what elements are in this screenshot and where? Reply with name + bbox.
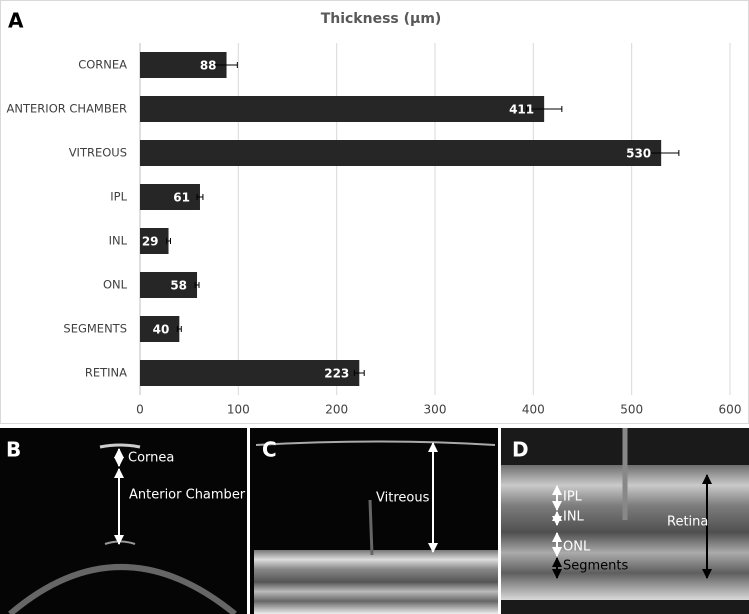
bar bbox=[140, 228, 169, 254]
value-label: 61 bbox=[173, 191, 190, 205]
x-tick-label: 500 bbox=[620, 403, 643, 417]
value-label: 29 bbox=[142, 235, 159, 249]
plot: 0 100 200 300 400 500 600 CORNEA 88 ANTERIOR CHAM… bbox=[7, 43, 742, 417]
annotation: Anterior Chamber bbox=[129, 488, 246, 503]
annotation: Segments bbox=[563, 559, 629, 574]
bar bbox=[140, 52, 227, 78]
panel-label: A bbox=[8, 9, 24, 33]
y-tick-label: VITREOUS bbox=[69, 146, 127, 160]
x-tick-label: 0 bbox=[136, 403, 144, 417]
chart-frame bbox=[0, 0, 749, 424]
value-label: 530 bbox=[626, 147, 651, 161]
x-tick-label: 400 bbox=[522, 403, 545, 417]
y-tick-label: IPL bbox=[110, 190, 127, 204]
error-bar bbox=[642, 150, 680, 156]
panel-label: D bbox=[512, 438, 529, 462]
annotation: Retina bbox=[667, 515, 708, 530]
bar bbox=[140, 140, 662, 166]
annotation: Vitreous bbox=[376, 491, 430, 506]
bar bbox=[140, 272, 198, 298]
value-label: 88 bbox=[200, 59, 217, 73]
x-tick-label: 200 bbox=[325, 403, 348, 417]
bar bbox=[140, 184, 200, 210]
y-tick-label: INL bbox=[109, 234, 128, 248]
annotation: IPL bbox=[563, 490, 583, 505]
error-bar bbox=[176, 326, 182, 332]
error-bar bbox=[196, 194, 204, 200]
annotation: ONL bbox=[563, 540, 591, 555]
value-label: 58 bbox=[170, 279, 187, 293]
error-bar bbox=[166, 238, 171, 244]
error-bar bbox=[525, 106, 563, 112]
value-label: 223 bbox=[324, 367, 349, 381]
y-tick-label: SEGMENTS bbox=[63, 322, 127, 336]
error-bar bbox=[215, 62, 238, 68]
bar bbox=[140, 316, 180, 342]
oct-image-b: B Cornea Anterior Chamber bbox=[0, 428, 247, 614]
bar bbox=[140, 96, 545, 122]
value-label: 40 bbox=[153, 323, 170, 337]
x-tick-label: 600 bbox=[719, 403, 742, 417]
oct-image-d: D IPL INL ONL Segments Retina bbox=[501, 428, 749, 614]
error-bar bbox=[194, 282, 200, 288]
annotation: Cornea bbox=[128, 451, 174, 466]
x-tick-label: 100 bbox=[227, 403, 250, 417]
x-tick-label: 300 bbox=[424, 403, 447, 417]
panel-label: B bbox=[6, 438, 21, 462]
y-tick-label: CORNEA bbox=[78, 58, 127, 72]
annotation: INL bbox=[563, 510, 585, 525]
bar bbox=[140, 360, 360, 386]
panel-label: C bbox=[262, 438, 277, 462]
y-tick-label: ONL bbox=[103, 278, 128, 292]
y-tick-label: RETINA bbox=[85, 366, 127, 380]
oct-image-c: C Vitreous bbox=[250, 428, 498, 614]
error-bar bbox=[353, 370, 365, 376]
chart-title: Thickness (µm) bbox=[321, 11, 442, 27]
value-label: 411 bbox=[509, 103, 534, 117]
y-tick-label: ANTERIOR CHAMBER bbox=[7, 102, 127, 116]
